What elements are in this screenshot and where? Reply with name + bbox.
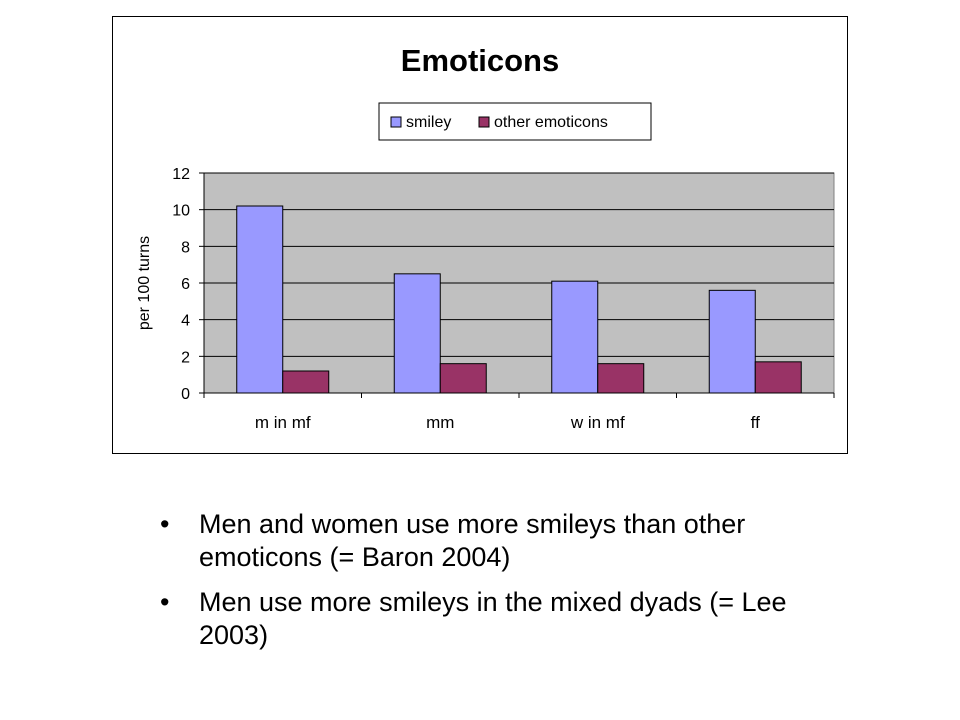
x-tick-label: ff — [751, 413, 760, 432]
y-tick-label: 12 — [172, 166, 190, 183]
x-tick-label: mm — [426, 413, 454, 432]
legend-box — [378, 102, 652, 141]
bullet-marker: • — [160, 587, 170, 617]
bar-smiley-3 — [708, 289, 756, 394]
bar-smiley-0 — [236, 205, 284, 394]
legend-swatch-0 — [390, 116, 402, 128]
bullet-text: Men use more smileys in the mixed dyads … — [199, 587, 787, 650]
bullet-list: • Men and women use more smileys than ot… — [160, 508, 860, 664]
chart-title: Emoticons — [401, 43, 559, 78]
legend-label-1: other emoticons — [494, 114, 608, 131]
y-tick-label: 10 — [172, 203, 190, 220]
y-axis-label: per 100 turns — [136, 236, 153, 330]
y-tick-label: 2 — [181, 349, 190, 366]
chart-frame: Emoticons smiley other emoticons 0 2 4 6 8 10 12 p… — [112, 16, 848, 454]
x-tick-label: w in mf — [570, 413, 625, 432]
bar-other-emoticons-3 — [754, 361, 802, 394]
y-tick-label: 8 — [181, 239, 190, 256]
bullet-item: • Men and women use more smileys than ot… — [160, 508, 860, 574]
bar-other-emoticons-2 — [597, 363, 645, 394]
bar-smiley-1 — [393, 273, 441, 394]
x-tick-label: m in mf — [255, 413, 311, 432]
bar-other-emoticons-1 — [439, 363, 487, 394]
bullet-text: Men and women use more smileys than othe… — [199, 509, 746, 572]
emoticons-bar-chart: Emoticons smiley other emoticons 0 2 4 6 8 10 12 p… — [136, 43, 835, 432]
legend-swatch-1 — [478, 116, 490, 128]
y-tick-label: 0 — [181, 386, 190, 403]
bullet-item: • Men use more smileys in the mixed dyad… — [160, 586, 860, 652]
legend-label-0: smiley — [406, 114, 451, 131]
y-tick-label: 6 — [181, 276, 190, 293]
y-tick-label: 4 — [181, 313, 190, 330]
bar-other-emoticons-0 — [282, 370, 330, 394]
bullet-marker: • — [160, 509, 170, 539]
bar-smiley-2 — [551, 280, 599, 394]
